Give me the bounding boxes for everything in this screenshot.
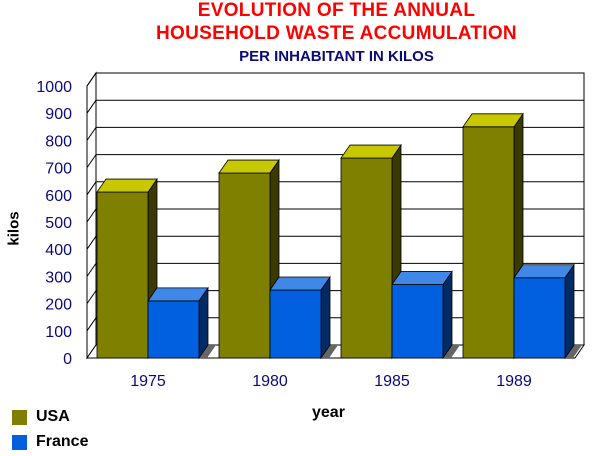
legend-item-france: France — [12, 433, 88, 451]
y-tick-label: 1000 — [36, 79, 72, 96]
x-axis-label: year — [312, 404, 345, 421]
y-tick-label: 900 — [45, 106, 72, 123]
gridline-side — [86, 99, 97, 114]
bar-top — [218, 159, 280, 174]
bar-side — [564, 263, 575, 360]
y-tick-label: 100 — [45, 324, 72, 341]
bar-top — [147, 287, 209, 302]
bar-shadow — [443, 345, 460, 358]
gridline-side — [86, 235, 97, 250]
y-tick-label: 0 — [63, 351, 72, 368]
bar-top — [513, 264, 575, 279]
bar-top — [340, 144, 402, 159]
bar-top — [96, 178, 158, 193]
gridline-side — [86, 317, 97, 332]
bar-shadow — [199, 345, 216, 358]
bar-side — [442, 270, 453, 360]
bar-top — [462, 113, 524, 128]
y-tick-label: 800 — [45, 133, 72, 150]
bar-shadow — [565, 345, 582, 358]
legend-label-france: France — [36, 433, 89, 450]
bar-shadow — [321, 345, 338, 358]
bar-france-1980 — [269, 289, 322, 359]
legend-swatch-france — [12, 434, 27, 450]
chart-subtitle: PER INHABITANT IN KILOS — [239, 48, 434, 65]
gridline-side — [86, 154, 97, 168]
gridline-side — [86, 290, 97, 304]
y-tick-label: 700 — [45, 161, 72, 178]
y-tick-label: 300 — [45, 269, 72, 286]
gridline-side — [86, 181, 97, 196]
bar-side — [320, 275, 331, 360]
gridline-side — [86, 127, 97, 141]
bar-usa-1985 — [340, 157, 393, 359]
bar-france-1985 — [391, 284, 444, 359]
gridline-side — [86, 263, 97, 277]
gridline-side — [86, 208, 97, 223]
bar-france-1975 — [147, 300, 200, 359]
bar-usa-1980 — [218, 172, 271, 359]
bar-top — [391, 271, 453, 285]
gridline-side — [86, 72, 97, 87]
y-tick-label: 500 — [45, 215, 72, 232]
chart-title-line2: HOUSEHOLD WASTE ACCUMULATION — [156, 23, 517, 44]
y-tick-label: 400 — [45, 242, 72, 259]
legend-swatch-usa — [12, 409, 27, 425]
y-axis-label: kilos — [5, 211, 23, 246]
bar-top — [269, 276, 331, 291]
bar-usa-1989 — [462, 126, 515, 359]
x-tick-label: 1980 — [252, 373, 288, 390]
legend-item-usa: USA — [12, 408, 70, 426]
bar-france-1989 — [513, 277, 566, 359]
bar-usa-1975 — [96, 191, 149, 359]
y-tick-label: 200 — [45, 297, 72, 314]
chart-title: EVOLUTION OF THE ANNUAL — [197, 0, 476, 21]
legend-label-usa: USA — [36, 408, 70, 425]
x-tick-label: 1989 — [496, 373, 532, 390]
y-tick-label: 600 — [45, 188, 72, 205]
x-tick-label: 1975 — [130, 373, 166, 390]
x-tick-label: 1985 — [374, 373, 410, 390]
